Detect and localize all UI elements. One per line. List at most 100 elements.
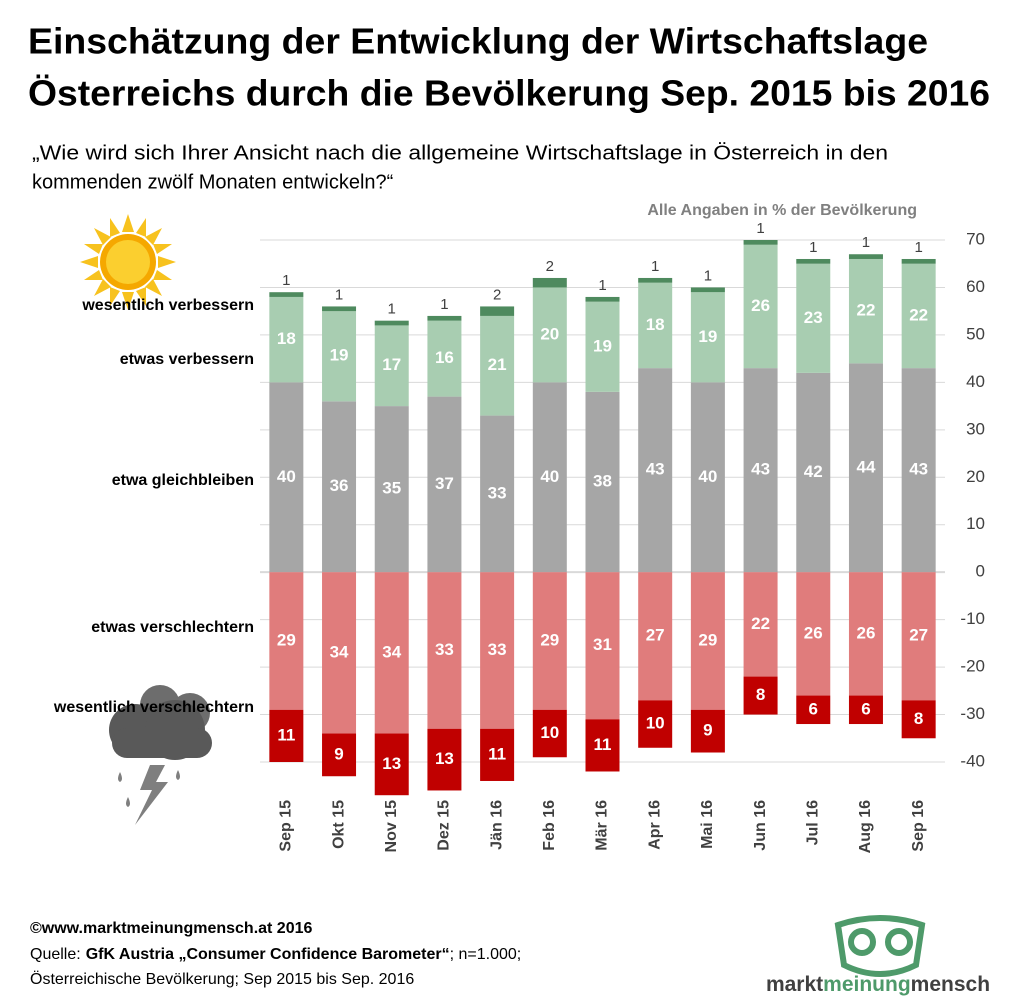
value-label: 21 <box>488 355 507 374</box>
bar-segment <box>690 287 725 293</box>
value-label: 19 <box>698 327 717 346</box>
value-label: 34 <box>382 642 401 661</box>
value-label: 1 <box>440 296 448 313</box>
bar-segment <box>638 277 673 283</box>
y-tick-label: 10 <box>966 514 985 533</box>
bar-segment <box>743 368 778 573</box>
note: Alle Angaben in % der Bevölkerung <box>647 202 917 219</box>
value-label: 1 <box>756 220 764 237</box>
value-label: 6 <box>809 699 818 718</box>
bar-segment <box>848 258 883 364</box>
legend-label: etwas verschlechtern <box>91 619 254 636</box>
cloud-icon <box>109 685 212 825</box>
x-tick-label: Dez 15 <box>436 800 453 851</box>
bar-segment <box>374 572 409 734</box>
logo-text: marktmeinungmensch <box>766 973 990 996</box>
value-label: 1 <box>862 234 870 251</box>
bar-segment <box>480 728 515 781</box>
value-label: 40 <box>540 467 559 486</box>
value-label: 10 <box>646 714 665 733</box>
value-label: 10 <box>540 723 559 742</box>
value-label: 40 <box>698 467 717 486</box>
bar-segment <box>532 287 567 383</box>
bar-segment <box>796 372 831 573</box>
x-tick-label: Jul 16 <box>804 800 821 845</box>
bar-segment <box>427 320 462 397</box>
chart-title: Einschätzung der Entwicklung der Wirtsch… <box>28 21 928 62</box>
bar-segment <box>532 709 567 758</box>
y-tick-label: 60 <box>966 277 985 296</box>
bar-segment <box>901 572 936 701</box>
bar-segment <box>901 263 936 369</box>
chart-title: Österreichs durch die Bevölkerung Sep. 2… <box>28 73 990 114</box>
x-tick-label: Sep 15 <box>278 800 295 852</box>
value-label: 31 <box>593 635 612 654</box>
bar-segment <box>480 415 515 573</box>
y-tick-label: -30 <box>960 704 985 723</box>
bar-segment <box>690 709 725 753</box>
x-tick-label: Mär 16 <box>594 800 611 851</box>
bar-segment <box>743 676 778 715</box>
y-tick-label: 70 <box>966 229 985 248</box>
value-label: 29 <box>540 630 559 649</box>
bar-segment <box>901 700 936 739</box>
bar-segment <box>427 572 462 729</box>
x-tick-label: Nov 15 <box>383 800 400 853</box>
value-label: 9 <box>334 744 343 763</box>
value-label: 42 <box>804 462 823 481</box>
value-label: 43 <box>751 460 770 479</box>
bar-segment <box>796 572 831 696</box>
logo-owl <box>834 915 926 977</box>
value-label: 17 <box>382 355 401 374</box>
y-tick-label: 40 <box>966 372 985 391</box>
bar-segment <box>585 719 620 772</box>
bar-segment <box>532 572 567 710</box>
bar-segment <box>269 709 304 762</box>
x-tick-label: Feb 16 <box>541 800 558 851</box>
value-label: 11 <box>594 735 612 754</box>
bar-segment <box>322 401 357 573</box>
bar-segment <box>690 292 725 383</box>
value-label: 18 <box>277 329 296 348</box>
x-tick-label: Okt 15 <box>330 800 347 849</box>
value-label: 26 <box>857 623 876 642</box>
value-label: 8 <box>756 685 765 704</box>
y-tick-label: 0 <box>976 562 985 581</box>
bar-segment <box>480 572 515 729</box>
legend-label: etwa gleichbleiben <box>112 472 254 489</box>
value-label: 44 <box>857 457 876 476</box>
bar-segment <box>427 315 462 321</box>
value-label: 20 <box>540 324 559 343</box>
value-label: 1 <box>914 239 922 256</box>
value-label: 1 <box>388 301 396 318</box>
value-label: 2 <box>493 286 501 303</box>
value-label: 22 <box>909 305 928 324</box>
value-label: 26 <box>751 296 770 315</box>
value-label: 27 <box>646 626 665 645</box>
value-label: 37 <box>435 474 454 493</box>
y-tick-label: 20 <box>966 467 985 486</box>
x-tick-label: Aug 16 <box>857 800 874 853</box>
bar-segment <box>374 406 409 573</box>
x-tick-label: Jun 16 <box>752 800 769 851</box>
value-label: 38 <box>593 472 612 491</box>
value-label: 36 <box>330 476 349 495</box>
bar-segment <box>796 258 831 264</box>
bar-segment <box>532 277 567 288</box>
bar-segment <box>269 292 304 297</box>
value-label: 1 <box>651 258 659 275</box>
bar-segment <box>585 301 620 392</box>
bar-segment <box>848 695 883 725</box>
bar-segment <box>532 382 567 573</box>
bar-segment <box>374 325 409 407</box>
y-tick-label: 30 <box>966 419 985 438</box>
logo-part: markt <box>766 973 823 996</box>
value-label: 34 <box>330 642 349 661</box>
bar-segment <box>690 382 725 573</box>
value-label: 13 <box>382 754 401 773</box>
bar-segment <box>427 728 462 791</box>
logo-part: meinung <box>823 973 911 996</box>
value-label: 35 <box>382 479 401 498</box>
subtitle: kommenden zwölf Monaten entwickeln?“ <box>32 171 393 193</box>
source: Quelle: GfK Austria „Consumer Confidence … <box>30 946 521 963</box>
